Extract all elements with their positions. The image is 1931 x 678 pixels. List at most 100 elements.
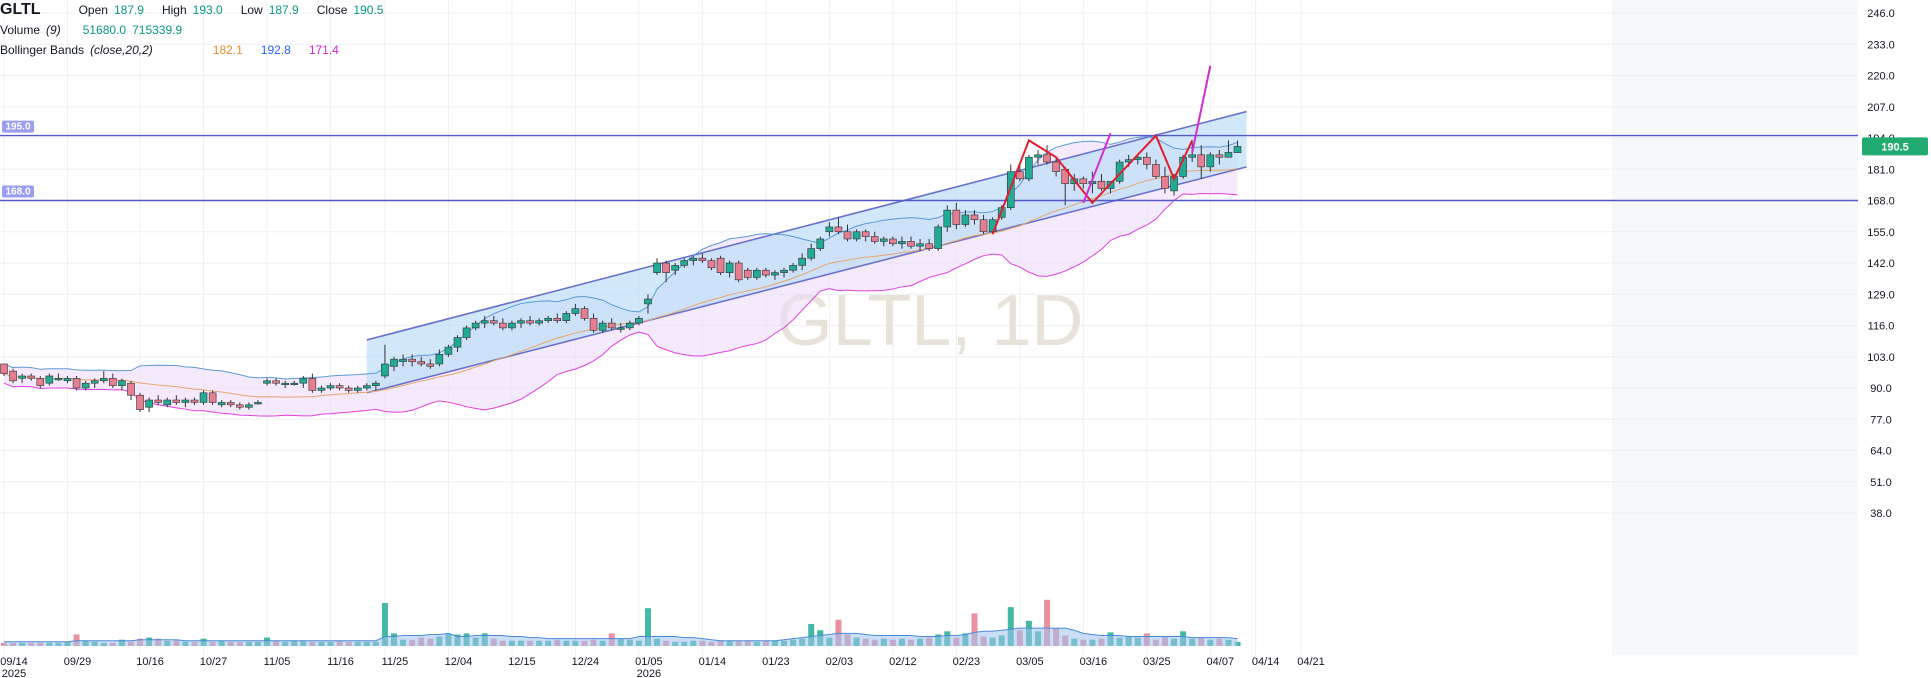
candle-body xyxy=(372,382,380,386)
time-axis-label: 11/05 xyxy=(264,656,291,668)
candle-body xyxy=(281,382,289,385)
candle-body xyxy=(626,322,634,329)
candle-body xyxy=(245,404,253,408)
volume-bar xyxy=(1044,599,1051,646)
time-axis-label: 11/16 xyxy=(327,656,354,668)
candle-body xyxy=(925,243,933,249)
price-axis-label: 129.0 xyxy=(1867,289,1895,301)
candle-body xyxy=(480,320,489,324)
volume-bar xyxy=(835,619,842,646)
candle-body xyxy=(616,327,625,330)
red-zigzag-pattern xyxy=(991,133,1194,235)
volume-ma-line xyxy=(4,627,1238,643)
candle-body xyxy=(517,320,525,324)
price-axis-label: 220.0 xyxy=(1867,71,1895,83)
candle-body xyxy=(544,317,553,321)
symbol-watermark: GLTL, 1D xyxy=(777,281,1084,361)
candle-body xyxy=(36,378,45,386)
candle-body xyxy=(607,322,616,329)
time-axis-label: 09/14 xyxy=(0,656,28,668)
channel-upper-line xyxy=(366,110,1247,341)
candle-body xyxy=(335,385,344,389)
price-axis-label: 51.0 xyxy=(1870,477,1891,489)
time-axis-label: 02/23 xyxy=(953,656,981,668)
price-axis-label: 90.0 xyxy=(1870,383,1891,395)
time-axis-year-label: 2026 xyxy=(637,668,661,678)
time-axis-label: 03/25 xyxy=(1143,656,1171,668)
candle-body xyxy=(435,354,444,365)
candle-body xyxy=(27,375,36,379)
candle-body xyxy=(390,358,398,367)
candle-body xyxy=(118,380,126,386)
candle-body xyxy=(163,399,172,406)
candle-body xyxy=(879,238,888,242)
candle-body xyxy=(1152,164,1160,177)
candle-body xyxy=(181,399,190,403)
volume-param: (9) xyxy=(46,23,61,37)
candle-body xyxy=(698,257,707,261)
candle-body xyxy=(172,399,181,403)
high-label: High xyxy=(161,3,187,17)
candle-body xyxy=(898,241,906,245)
candle-body xyxy=(662,262,670,273)
candle-body xyxy=(18,375,26,379)
candle-body xyxy=(426,363,435,367)
candle-body xyxy=(199,392,208,403)
time-axis-label: 10/27 xyxy=(200,656,228,668)
candle-body xyxy=(317,387,326,391)
time-axis-year-label: 2025 xyxy=(2,668,26,678)
price-axis-label: 64.0 xyxy=(1870,446,1891,458)
price-axis-label: 207.0 xyxy=(1867,102,1895,114)
candle-body xyxy=(780,269,788,273)
candle-body xyxy=(743,269,752,278)
candle-body xyxy=(90,380,99,384)
candle-body xyxy=(952,209,961,225)
time-axis-label: 12/24 xyxy=(572,656,600,668)
time-axis-label: 04/14 xyxy=(1252,656,1280,668)
time-axis-label: 04/07 xyxy=(1207,656,1235,668)
candle-body xyxy=(9,370,17,382)
candle-body xyxy=(553,317,562,321)
candle-body xyxy=(263,380,271,384)
time-axis-label: 02/12 xyxy=(889,656,917,668)
candle-body xyxy=(943,209,952,228)
candle-body xyxy=(807,248,816,259)
candle-body xyxy=(1233,146,1242,153)
time-axis-label: 09/29 xyxy=(64,656,92,668)
price-axis-label: 38.0 xyxy=(1870,508,1891,520)
candle-body xyxy=(1052,161,1060,172)
candle-body xyxy=(798,257,806,266)
symbol-label[interactable]: GLTL xyxy=(0,1,41,18)
parallel-channel-fill xyxy=(366,111,1247,393)
bb-legend-row[interactable]: Bollinger Bands (close,20,2) 182.1 192.8… xyxy=(0,40,401,60)
candle-body xyxy=(236,404,244,408)
candle-body xyxy=(154,399,162,403)
price-axis-label: 77.0 xyxy=(1870,414,1891,426)
price-axis-label: 168.0 xyxy=(1867,196,1895,208)
price-axis-label: 116.0 xyxy=(1868,321,1895,333)
low-value: 187.9 xyxy=(268,3,299,17)
volume-legend-row[interactable]: Volume (9) 51680.0 715339.9 xyxy=(0,20,401,40)
candle-body xyxy=(535,320,543,324)
volume-bar xyxy=(644,608,651,646)
candle-body xyxy=(127,382,135,396)
time-axis-label: 03/05 xyxy=(1016,656,1044,668)
level-tag-label: 168.0 xyxy=(5,187,30,198)
time-axis-label: 12/04 xyxy=(445,656,473,668)
candle-body xyxy=(299,378,308,384)
bb-upper-value: 192.8 xyxy=(260,43,291,57)
candle-body xyxy=(653,262,661,273)
candle-body xyxy=(462,327,471,338)
close-label: Close xyxy=(316,3,348,17)
level-tag-label: 195.0 xyxy=(5,122,30,133)
time-axis-label: 11/25 xyxy=(382,656,409,668)
candle-body xyxy=(208,392,217,403)
candle-body xyxy=(598,322,607,331)
volume-ma-value: 715339.9 xyxy=(132,23,183,37)
open-value: 187.9 xyxy=(113,3,144,17)
candle-body xyxy=(453,337,462,348)
candle-body xyxy=(961,214,970,225)
channel-lower-line xyxy=(366,166,1247,394)
candle-body xyxy=(290,382,299,385)
